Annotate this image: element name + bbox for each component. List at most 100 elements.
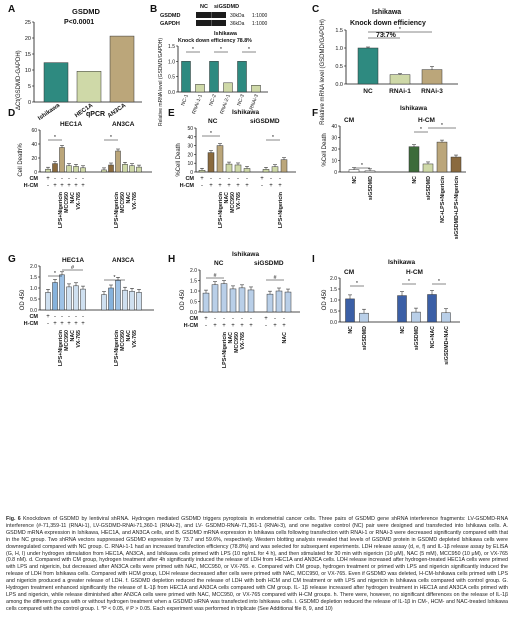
caption-line: group, hydrogen treatment or primed with… [6,564,508,578]
bar [220,283,228,313]
y-tick-label: 20 [331,147,337,153]
condition-mark: - [205,323,207,329]
y-tick-label: 1.5 [330,287,337,293]
condition-mark: - [241,316,243,322]
treatment-label: LPS+Nigericin [218,192,224,228]
caption-line: nigericin in Ishikawa cells compared wit… [6,578,508,592]
bar [266,293,274,313]
group-label: NC [208,118,218,125]
y-tick-label: 15 [25,52,31,58]
x-tick-label: Ishikawa [37,102,61,122]
condition-mark: - [68,314,70,320]
treatment-label: VX-765 [132,192,138,210]
condition-mark: - [270,176,272,182]
y-tick-label: 20 [25,36,31,42]
x-tick-label: RNAi-3 [421,88,443,95]
significance-mark: * [113,275,116,281]
condition-mark: + [282,323,286,329]
significance-mark: # [213,273,217,279]
condition-mark: - [237,176,239,182]
bar [422,163,434,173]
bar [122,289,128,311]
condition-mark: - [274,316,276,322]
y-axis-label: ΔCt(GSDMD-GAPDH) [16,50,22,110]
treatment-label: NAC [126,330,132,342]
condition-mark: - [54,176,56,182]
condition-mark: + [74,183,78,189]
condition-mark: + [67,183,71,189]
caption-line: compared with NC group. C. RNAi-1-1 had … [40,543,392,550]
x-tick-label: NC-3 [236,93,246,106]
y-tick-label: 2.0 [330,276,337,282]
caption-line: were decreased significantly compared wi… [6,529,508,543]
y-tick-label: 1.5 [190,279,197,285]
condition-mark: + [67,321,71,327]
condition-mark: - [47,183,49,189]
x-tick-label: siGSDMD [414,326,420,350]
y-tick-label: 0.5 [190,300,197,306]
panel-value: 73.7% [376,32,397,39]
bar [284,291,292,313]
treatment-label: LPS+Nigericin [278,192,284,228]
condition-mark: - [82,314,84,320]
condition-mark: - [232,316,234,322]
group-label: siGSDMD [250,118,280,125]
significance-mark: * [220,47,223,53]
treatment-label: LPS+Nigericin [58,330,64,366]
caption-line: Knockdown of GSDMD by lentiviral shRNA. … [23,516,353,522]
treatment-label: NAC [70,192,76,204]
y-tick-label: 2.0 [190,268,197,274]
y-tick-label: 10 [187,161,193,167]
significance-mark: # [71,265,75,271]
x-tick-label: NC [412,176,418,184]
caption-text: Knockdown of GSDMD by lentiviral shRNA. … [6,516,508,612]
panel-title: Knock down efficiency [350,20,426,27]
figure: A GSDMD P<0.0001 ΔCt(GSDMD-GAPDH) 0 5 10 15 20 25… [8,4,466,368]
condition-row-label: H-CM [24,321,39,327]
blot-row-label: GSDMD [160,13,181,19]
blot-dilution: 1:1000 [252,13,268,19]
y-tick-label: 0.0 [335,82,343,88]
condition-mark: + [273,323,277,329]
bar [129,291,135,311]
significance-mark: * [441,123,444,129]
bar [52,282,58,311]
bar [408,146,420,173]
treatment-label: VX-765 [132,330,138,348]
bar [441,312,451,323]
condition-mark: + [60,183,64,189]
treatment-label: MCC950 [64,330,70,351]
condition-mark: - [283,316,285,322]
bar [243,168,251,173]
cell-line: Ishikawa [232,251,259,258]
caption-line: AN3CA cells compared with CM group. IL- … [6,585,508,598]
panel-letter: F [312,108,318,119]
y-tick-label: 0.5 [30,297,37,303]
treatment-label: VX-765 [240,332,246,350]
bar [115,280,121,311]
significance-mark: * [420,127,423,133]
x-tick-label: NC-1 [180,93,190,106]
y-tick-label: 0.5 [335,64,343,70]
x-tick-label: RNAi-1 [389,88,411,95]
condition-mark: - [54,314,56,320]
blot-header: NC [200,4,208,10]
y-tick-label: 1.5 [30,275,37,281]
condition-mark: + [218,183,222,189]
bar [202,292,210,313]
y-axis-label: %Cell Death [176,143,182,176]
condition-mark: + [236,183,240,189]
treatment-label: NAC [126,192,132,204]
significance-mark: * [356,281,359,287]
y-tick-label: 1.0 [168,59,175,65]
bar [66,165,72,173]
y-tick-label: 0 [190,170,193,176]
treatment-label: LPS+Nigericin [114,192,120,228]
x-tick-label: RNAi-1-1 [191,93,204,115]
group-label: siGSDMD [254,260,284,267]
condition-row-label: CM [185,176,194,182]
y-tick-label: 40 [31,142,37,148]
caption-line: respectively. Western blotting analysis … [6,536,508,550]
y-tick-label: 40 [187,135,193,141]
y-axis-label: OD 450 [20,289,26,310]
